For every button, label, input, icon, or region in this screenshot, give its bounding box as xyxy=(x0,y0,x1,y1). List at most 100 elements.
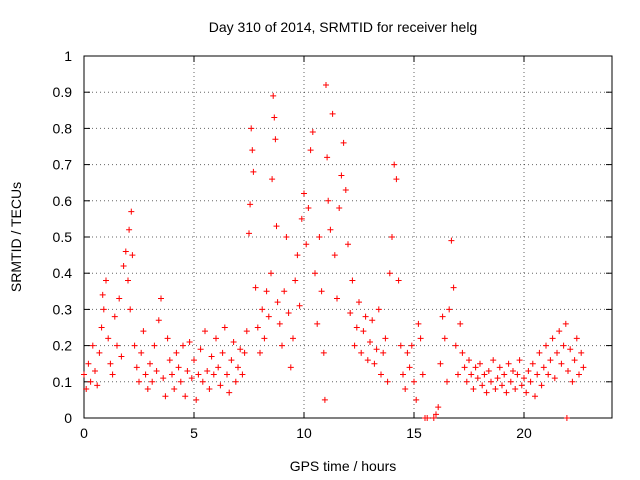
data-point xyxy=(142,371,149,378)
data-point xyxy=(109,371,116,378)
data-point xyxy=(402,386,409,393)
data-point xyxy=(246,230,252,237)
data-point xyxy=(558,360,565,367)
data-point xyxy=(126,226,133,233)
data-point xyxy=(324,154,331,161)
data-point xyxy=(479,382,486,389)
data-point xyxy=(239,371,246,378)
data-point xyxy=(532,393,538,400)
data-point xyxy=(197,346,204,353)
data-point xyxy=(556,328,563,335)
data-point xyxy=(417,335,424,342)
data-point xyxy=(247,201,254,208)
data-point xyxy=(232,378,239,385)
y-tick-label: 1 xyxy=(64,48,72,64)
data-point xyxy=(345,241,351,248)
data-point xyxy=(576,371,582,378)
data-point xyxy=(435,404,442,411)
data-point xyxy=(461,364,468,371)
data-point xyxy=(336,205,343,212)
data-point xyxy=(316,234,323,240)
data-point xyxy=(305,205,312,212)
data-point xyxy=(127,306,134,313)
y-tick-label: 0.4 xyxy=(53,265,73,281)
data-point xyxy=(527,378,534,385)
data-point xyxy=(259,306,266,313)
data-point xyxy=(325,197,332,204)
data-point xyxy=(437,360,444,367)
data-point xyxy=(96,349,103,356)
data-point xyxy=(269,176,276,183)
data-point xyxy=(99,291,106,298)
data-point xyxy=(413,396,420,403)
data-point xyxy=(562,320,569,327)
data-point xyxy=(129,252,136,259)
data-point xyxy=(477,360,483,367)
data-point xyxy=(309,129,316,136)
data-point xyxy=(202,328,208,335)
data-point xyxy=(567,346,574,353)
data-point xyxy=(411,378,417,385)
data-point xyxy=(362,313,369,320)
data-point xyxy=(149,378,156,385)
data-point xyxy=(441,335,448,342)
data-point xyxy=(166,357,173,364)
data-point xyxy=(529,360,536,367)
data-point xyxy=(162,393,169,400)
data-point xyxy=(274,299,281,306)
data-point xyxy=(230,338,237,345)
data-point xyxy=(483,389,490,396)
data-point xyxy=(545,371,552,378)
data-point xyxy=(173,349,180,356)
data-point xyxy=(514,371,521,378)
data-point xyxy=(439,313,446,320)
data-point xyxy=(382,335,389,342)
data-point xyxy=(534,371,541,378)
data-point xyxy=(547,357,554,364)
data-point xyxy=(206,386,213,393)
data-point xyxy=(488,378,494,385)
data-point xyxy=(199,378,206,385)
data-point xyxy=(393,176,400,183)
data-point xyxy=(450,284,457,291)
y-tick-label: 0.7 xyxy=(53,157,73,173)
data-point xyxy=(224,371,230,378)
y-tick-label: 0.9 xyxy=(53,84,73,100)
data-point xyxy=(367,338,373,345)
data-point xyxy=(94,382,101,389)
data-point xyxy=(243,328,250,335)
data-point xyxy=(512,386,519,393)
data-point xyxy=(384,378,391,385)
x-tick-label: 5 xyxy=(190,425,198,441)
data-point xyxy=(175,364,182,371)
data-point xyxy=(158,295,164,302)
data-point xyxy=(193,396,200,403)
data-point xyxy=(303,241,310,248)
data-point xyxy=(138,349,145,356)
data-point xyxy=(563,415,570,421)
data-point xyxy=(490,357,497,364)
x-tick-label: 20 xyxy=(516,425,532,441)
data-point xyxy=(268,270,274,277)
data-point xyxy=(459,349,466,356)
data-point xyxy=(549,335,556,342)
data-point xyxy=(301,190,307,197)
data-point xyxy=(184,367,191,374)
data-point xyxy=(342,186,349,193)
data-point xyxy=(188,375,195,382)
data-point xyxy=(569,378,576,385)
data-point xyxy=(321,396,328,403)
data-point xyxy=(455,371,461,378)
data-point xyxy=(103,277,109,284)
data-point xyxy=(219,349,226,356)
y-tick-label: 0 xyxy=(64,410,72,426)
data-points xyxy=(81,81,587,421)
data-point xyxy=(424,415,431,421)
data-point xyxy=(404,349,411,356)
data-point xyxy=(540,364,547,371)
data-point xyxy=(331,252,338,259)
data-point xyxy=(287,364,294,371)
data-point xyxy=(578,349,585,356)
data-point xyxy=(470,386,477,393)
y-tick-label: 0.5 xyxy=(53,229,73,245)
